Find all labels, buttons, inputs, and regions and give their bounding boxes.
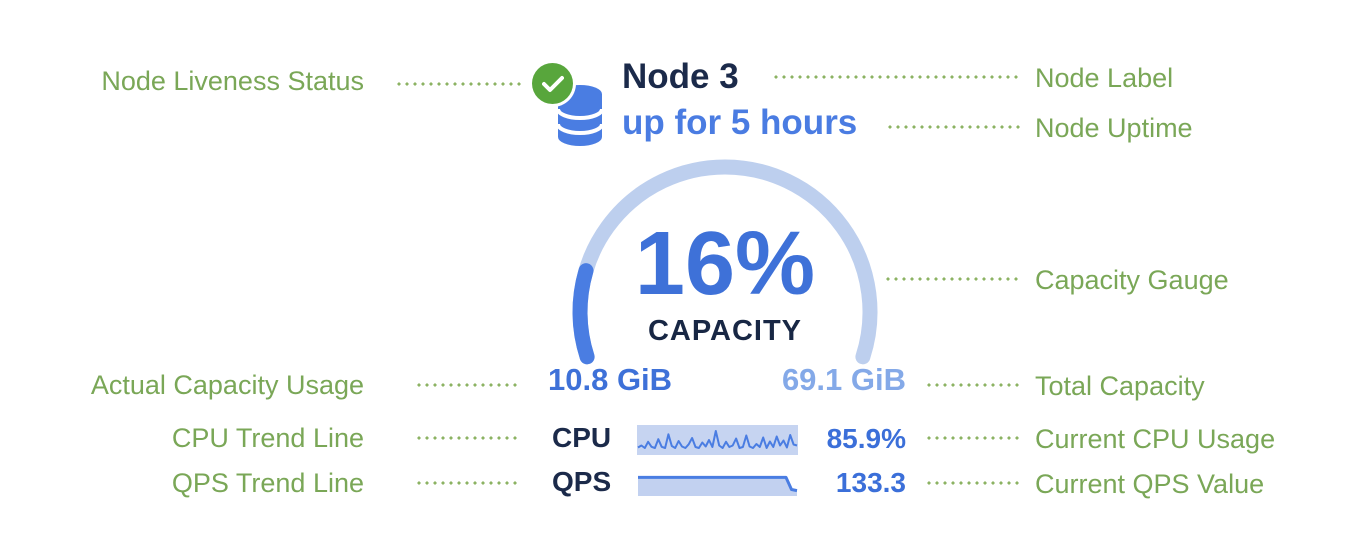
annotation-current-cpu-usage: Current CPU Usage [1035,424,1276,454]
leader-capacity-gauge [884,277,1020,281]
leader-actual-capacity-usage [415,383,519,387]
annotation-actual-capacity-usage: Actual Capacity Usage [90,370,364,400]
annotation-node-label: Node Label [1035,63,1174,93]
capacity-total-value: 69.1 GiB [781,362,906,397]
node-liveness-check-icon [532,63,573,104]
leader-current-qps-value [925,481,1020,485]
leader-cpu-trend-line [415,436,519,440]
annotation-capacity-gauge: Capacity Gauge [1035,265,1229,295]
cpu-label: CPU [552,422,612,453]
capacity-values-row: 10.8 GiB 69.1 GiB [548,364,906,396]
node-uptime: up for 5 hours [622,103,858,142]
annotation-current-qps-value: Current QPS Value [1035,469,1265,499]
capacity-used-value: 10.8 GiB [548,362,673,397]
capacity-caption: CAPACITY [647,315,803,347]
database-icon [556,85,604,146]
leader-total-capacity [925,383,1020,387]
capacity-gauge [572,159,878,365]
annotation-node-liveness-status: Node Liveness Status [101,66,364,96]
annotation-node-uptime: Node Uptime [1035,113,1193,143]
leader-node-liveness-status [395,82,523,86]
annotation-qps-trend-line: QPS Trend Line [171,468,364,498]
leader-current-cpu-usage [925,436,1020,440]
capacity-percent: 16% [634,214,816,314]
leader-node-uptime [886,125,1020,129]
cpu-current-value: 85.9% [826,423,906,454]
leader-qps-trend-line [415,481,519,485]
annotation-cpu-trend-line: CPU Trend Line [171,423,364,453]
annotation-total-capacity: Total Capacity [1035,371,1205,401]
node-label: Node 3 [622,57,739,96]
leader-node-label [772,75,1020,79]
cpu-sparkline [637,425,798,455]
qps-sparkline [638,475,798,496]
node-status-widget[interactable]: Node 3 up for 5 hours 16% CAPACITY 10.8 … [528,58,912,502]
qps-label: QPS [552,466,612,497]
qps-current-value: 133.3 [835,467,906,498]
gauge-value-arc [572,263,595,365]
